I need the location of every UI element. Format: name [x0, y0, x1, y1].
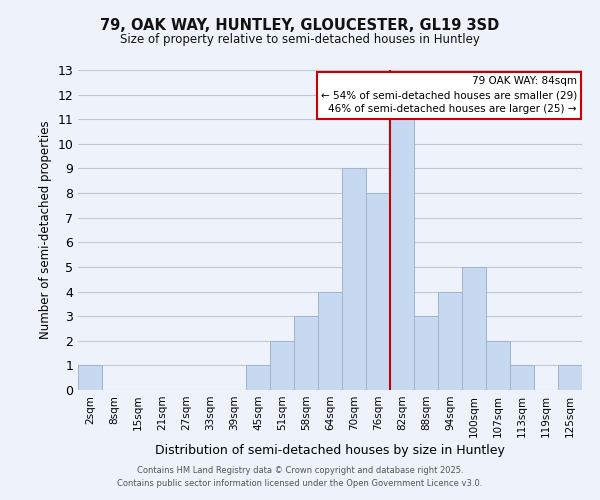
Bar [438, 292, 462, 390]
Bar [270, 341, 294, 390]
Bar [78, 366, 102, 390]
Y-axis label: Number of semi-detached properties: Number of semi-detached properties [39, 120, 52, 340]
Bar [558, 366, 582, 390]
Bar [318, 292, 342, 390]
Text: Contains HM Land Registry data © Crown copyright and database right 2025.
Contai: Contains HM Land Registry data © Crown c… [118, 466, 482, 487]
Bar [390, 119, 414, 390]
Bar [366, 193, 390, 390]
Bar [510, 366, 534, 390]
Bar [486, 341, 510, 390]
Bar [294, 316, 318, 390]
X-axis label: Distribution of semi-detached houses by size in Huntley: Distribution of semi-detached houses by … [155, 444, 505, 457]
Bar [414, 316, 438, 390]
Text: 79, OAK WAY, HUNTLEY, GLOUCESTER, GL19 3SD: 79, OAK WAY, HUNTLEY, GLOUCESTER, GL19 3… [100, 18, 500, 32]
Text: 79 OAK WAY: 84sqm
← 54% of semi-detached houses are smaller (29)
46% of semi-det: 79 OAK WAY: 84sqm ← 54% of semi-detached… [321, 76, 577, 114]
Text: Size of property relative to semi-detached houses in Huntley: Size of property relative to semi-detach… [120, 32, 480, 46]
Bar [342, 168, 366, 390]
Bar [462, 267, 486, 390]
Bar [246, 366, 270, 390]
